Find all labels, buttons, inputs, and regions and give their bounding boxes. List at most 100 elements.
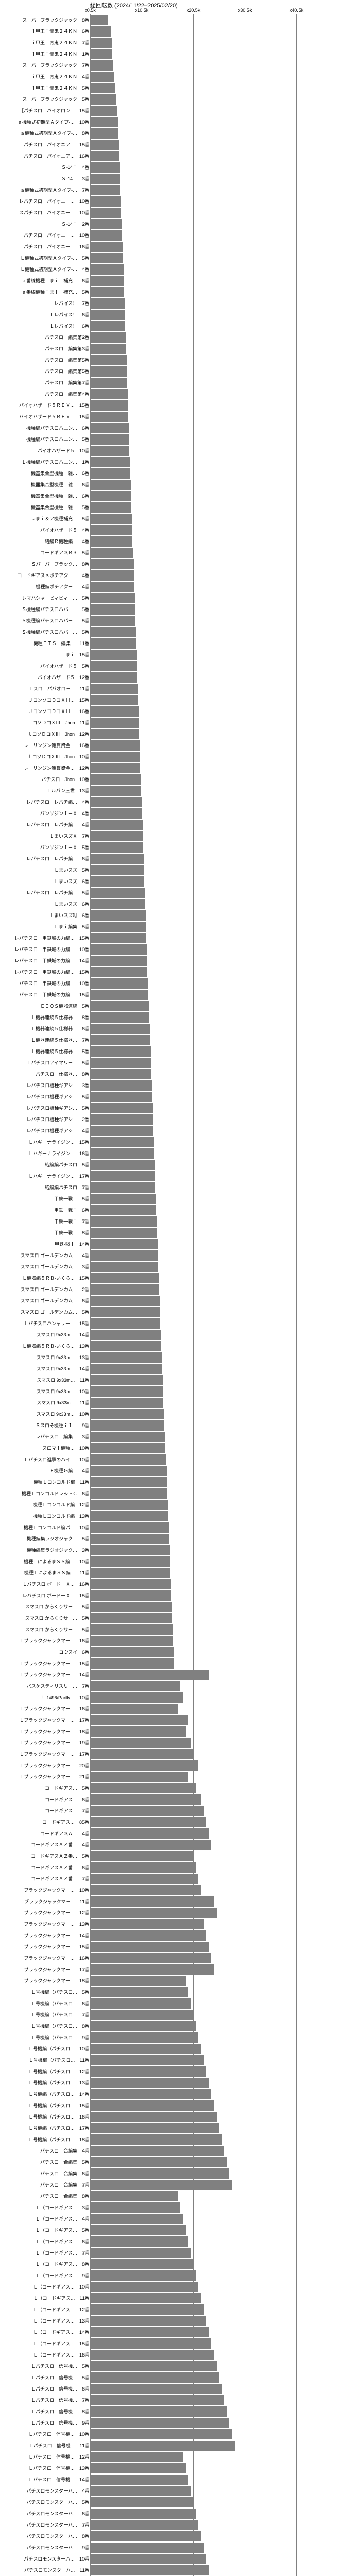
bar-label: バイオハザード５ＲＥＶ… 15番 xyxy=(19,413,89,420)
bar xyxy=(90,2350,214,2360)
bar xyxy=(90,83,115,93)
bar xyxy=(90,525,132,535)
bar-row: Ｌパチスロ 信号機… 14番 xyxy=(0,2474,348,2485)
bar-row: Ｌレパイス！ 6番 xyxy=(0,309,348,320)
bar xyxy=(90,72,114,82)
bar xyxy=(90,196,121,207)
bar-label: 機種Ｌコンコルド編パ… 10番 xyxy=(24,1524,89,1531)
bar-row: ブラックジャックマー… 17番 xyxy=(0,1964,348,1975)
bar xyxy=(90,2418,229,2428)
bar xyxy=(90,842,143,853)
bar-cell xyxy=(90,2044,348,2054)
bar-row: レまｉ＆ア機種補充… 5番 xyxy=(0,513,348,524)
bar xyxy=(90,1420,164,1431)
bar-label: スマスロ 9x33m… 10番 xyxy=(37,1411,89,1417)
bar xyxy=(90,774,141,785)
bar-cell xyxy=(90,536,348,547)
bar-cell xyxy=(90,1216,348,1227)
bar-cell xyxy=(90,2089,348,2099)
bar xyxy=(90,1046,151,1057)
bar-label: Ｌ機器連続５仕様器… 7番 xyxy=(31,1037,89,1043)
bar xyxy=(90,162,120,173)
bar-row: パチスロ 編集第5番 xyxy=(0,354,348,366)
bar-label: レパチスロ 甲鉄城の力編… 15番 xyxy=(14,935,89,941)
bar xyxy=(90,604,135,615)
bar-row: Ｌハギーナライジン… 16番 xyxy=(0,1148,348,1159)
bar-label: パチスロ 編集第5番 xyxy=(45,357,89,363)
bar-label: Ｌ（コードギアス… 4番 xyxy=(36,2215,89,2222)
bar-cell xyxy=(90,457,348,467)
bar-cell xyxy=(90,1273,348,1283)
bar-label: スーパーブラックジャック 8番 xyxy=(22,16,89,23)
bar-row: Ｌパチスロアイマリー… 5番 xyxy=(0,1057,348,1069)
bar-row: 機種ＬコンコルドレットＣ 6番 xyxy=(0,1488,348,1499)
bar-label: ブラックジャックマー… 12番 xyxy=(24,1909,89,1916)
bar-cell xyxy=(90,1330,348,1340)
bar-label: スマスロ ゴールデンカム… 2番 xyxy=(21,1286,89,1293)
bar-cell xyxy=(90,446,348,456)
bar-row: パチスロ パイオニー… 16番 xyxy=(0,241,348,252)
bar-cell xyxy=(90,2134,348,2145)
bar-row: レパチスロ機種ギアシ… 3番 xyxy=(0,1080,348,1091)
bar-row: バイオハザード５ 10番 xyxy=(0,445,348,456)
bar-row: コードギアスＡ… 4番 xyxy=(0,1828,348,1839)
bar-row: ａ番線機種ｉまｉ 補充… 6番 xyxy=(0,275,348,286)
bar xyxy=(90,332,126,343)
bar-label: ａ機種式初期型Ａタイプ-… 8番 xyxy=(20,130,89,137)
bar-row: スロマｉ機種… 10番 xyxy=(0,1443,348,1454)
bar-row: バスケスティリスリー… 7番 xyxy=(0,1681,348,1692)
bar-cell xyxy=(90,956,348,966)
bar xyxy=(90,1624,173,1635)
bar-cell xyxy=(90,899,348,909)
bar-label: ブラックジャックマー… 14番 xyxy=(24,1932,89,1939)
bar-label: バイオハザード５ 4番 xyxy=(40,527,89,533)
bar-row: スマスロ ゴールデンカム… 4番 xyxy=(0,1250,348,1261)
bar-row: バイオハザード５ＲＥＶ… 15番 xyxy=(0,411,348,422)
bar-cell xyxy=(90,72,348,82)
bar-cell xyxy=(90,140,348,150)
bar-label: Ｓ-14ｉ 2番 xyxy=(61,221,89,227)
bar-label: コードギアスｓポチアクー… 4番 xyxy=(17,572,89,579)
bar-label: ｌコソＤコＸⅢ Jhon 12番 xyxy=(27,731,89,737)
bar-cell xyxy=(90,1477,348,1487)
bar-label: Ｌブラックジャックマー… 14番 xyxy=(19,1671,89,1678)
bar-label: 甲鉄一戦ｉ 5番 xyxy=(54,1195,89,1202)
bar xyxy=(90,831,143,841)
bar xyxy=(90,1511,168,1521)
bar xyxy=(90,876,144,887)
bar-row: Ｓ-14ｉ 3番 xyxy=(0,173,348,184)
bar xyxy=(90,2406,227,2417)
bar-label: レパチスロ機種ギアシ… 3番 xyxy=(26,1082,89,1089)
bar xyxy=(90,446,129,456)
bar-label: パチスロ 合編集 5番 xyxy=(40,2159,89,2165)
bar-label: Ｌ機種式初期型Ａタイプ-… 4番 xyxy=(20,266,89,273)
bar-cell xyxy=(90,276,348,286)
bar-cell xyxy=(90,480,348,490)
bar xyxy=(90,242,123,252)
bar xyxy=(90,140,119,150)
bar-cell xyxy=(90,2248,348,2258)
bar xyxy=(90,808,142,819)
bar-cell xyxy=(90,1239,348,1249)
bar-cell xyxy=(90,94,348,105)
bar-label: Ｌまいスズ 5番 xyxy=(54,867,89,873)
chart-container: 総回転数 (2024/11/22–2025/02/20) x0.5kx10.5k… xyxy=(0,0,348,2576)
bar-cell xyxy=(90,1341,348,1351)
bar-label: 結編編パチスロ 5番 xyxy=(45,1161,89,1168)
bar-cell xyxy=(90,2010,348,2020)
bar-label: パンソジンｉーＸ 5番 xyxy=(40,844,89,851)
bar xyxy=(90,423,129,433)
bar-cell xyxy=(90,684,348,694)
bar xyxy=(90,1216,157,1227)
bar xyxy=(90,128,118,139)
bar-label: バイオハザード５ 12番 xyxy=(38,674,89,681)
bar xyxy=(90,2475,188,2485)
bar-label: コードギアス… 6番 xyxy=(45,1796,89,1803)
bar xyxy=(90,2112,217,2122)
bar xyxy=(90,491,131,501)
bar xyxy=(90,1488,167,1499)
bar xyxy=(90,1647,174,1657)
bar-row: コードギアス… 85番 xyxy=(0,1817,348,1828)
bar-row: コードギアスＡＺ番… 6番 xyxy=(0,1862,348,1873)
bar xyxy=(90,2044,201,2054)
